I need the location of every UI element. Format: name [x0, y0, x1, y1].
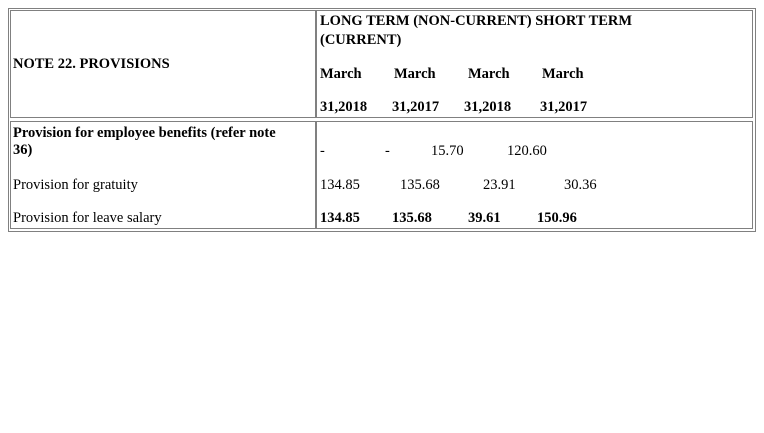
column-group-heading-continued: (CURRENT) [320, 32, 402, 48]
column-month-header: March [542, 66, 584, 82]
cell-value: 15.70 [431, 143, 464, 159]
header-cell [316, 10, 753, 118]
row-label-gratuity: Provision for gratuity [13, 177, 138, 193]
column-month-header: March [468, 66, 510, 82]
column-group-heading: LONG TERM (NON-CURRENT) SHORT TERM [320, 13, 633, 29]
cell-value-total: 135.68 [392, 210, 432, 226]
row-labels-cell [10, 121, 316, 229]
column-month-header: March [320, 66, 362, 82]
column-month-header: March [394, 66, 436, 82]
note-title: NOTE 22. PROVISIONS [13, 56, 170, 72]
column-date-header: 31,2018 [464, 99, 512, 115]
column-date-header: 31,2018 [320, 99, 368, 115]
cell-value-total: 150.96 [537, 210, 577, 226]
cell-value: 30.36 [564, 177, 597, 193]
column-date-header: 31,2017 [540, 99, 588, 115]
row-label-employee-benefits-continued: 36) [13, 142, 33, 158]
cell-value: 135.68 [400, 177, 440, 193]
cell-value-total: 134.85 [320, 210, 360, 226]
cell-value: - [385, 143, 390, 159]
row-label-leave-salary: Provision for leave salary [13, 210, 162, 226]
column-date-header: 31,2017 [392, 99, 440, 115]
cell-value-total: 39.61 [468, 210, 501, 226]
row-label-employee-benefits: Provision for employee benefits (refer n… [13, 125, 276, 141]
cell-value: 134.85 [320, 177, 360, 193]
row-values-cell [316, 121, 753, 229]
cell-value: 23.91 [483, 177, 516, 193]
cell-value: - [320, 143, 325, 159]
provisions-table [8, 8, 756, 232]
title-cell [10, 10, 316, 118]
cell-value: 120.60 [507, 143, 547, 159]
